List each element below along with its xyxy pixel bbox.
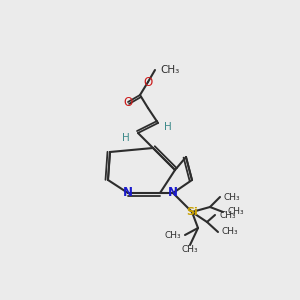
Text: CH₃: CH₃ [164,230,181,239]
Text: N: N [123,187,133,200]
Text: CH₃: CH₃ [219,211,236,220]
Text: CH₃: CH₃ [227,208,244,217]
Text: CH₃: CH₃ [160,65,179,75]
Text: O: O [143,76,153,88]
Text: CH₃: CH₃ [224,193,241,202]
Text: CH₃: CH₃ [222,227,238,236]
Text: CH₃: CH₃ [182,245,198,254]
Text: Si: Si [186,207,198,217]
Text: O: O [123,95,133,109]
Text: N: N [168,187,178,200]
Text: H: H [164,122,172,132]
Text: H: H [122,133,130,143]
